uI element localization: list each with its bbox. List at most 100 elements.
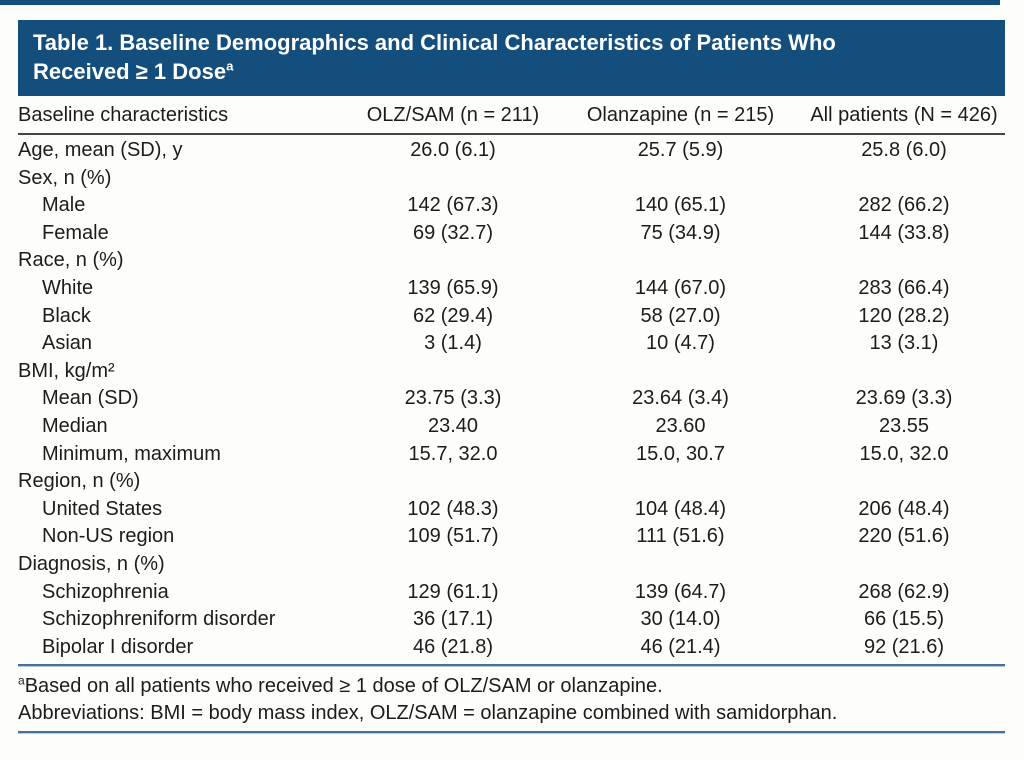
row-value-olanzapine: 75 (34.9) bbox=[640, 221, 721, 244]
row-value-all-patients: 13 (3.1) bbox=[869, 332, 939, 355]
row-value-olz-sam bbox=[348, 468, 558, 496]
row-value-olanzapine: 23.64 (3.4) bbox=[632, 387, 729, 410]
row-value-olz-sam: 62 (29.4) bbox=[412, 304, 494, 327]
row-label: Male bbox=[42, 194, 86, 217]
row-value-all-patients: 206 (48.4) bbox=[858, 497, 950, 520]
row-value-all-patients: 282 (66.2) bbox=[858, 194, 950, 217]
row-value-all-patients bbox=[803, 358, 1005, 386]
table-row: Median 23.40 23.60 23.55 bbox=[18, 413, 1005, 441]
table-title-line1: Table 1. Baseline Demographics and Clini… bbox=[33, 30, 836, 55]
table-row: White 139 (65.9) 144 (67.0) 283 (66.4) bbox=[18, 275, 1005, 303]
column-header-olanzapine: Olanzapine (n = 215) bbox=[586, 104, 775, 126]
table-title-line2-text: Received ≥ 1 Dose bbox=[33, 59, 227, 84]
row-value-all-patients bbox=[803, 468, 1005, 496]
table-row: Bipolar I disorder 46 (21.8) 46 (21.4) 9… bbox=[18, 634, 1005, 662]
row-value-all-patients: 120 (28.2) bbox=[858, 304, 950, 327]
row-value-olanzapine: 15.0, 30.7 bbox=[636, 442, 725, 465]
table-row: Non-US region 109 (51.7) 111 (51.6) 220 … bbox=[18, 523, 1005, 551]
row-label: Median bbox=[42, 414, 108, 437]
row-label: Non-US region bbox=[42, 525, 175, 548]
row-value-olz-sam bbox=[348, 551, 558, 579]
row-value-olz-sam: 46 (21.8) bbox=[412, 635, 494, 658]
row-value-olz-sam: 69 (32.7) bbox=[412, 221, 494, 244]
row-value-olz-sam: 139 (65.9) bbox=[407, 276, 499, 299]
row-value-all-patients bbox=[803, 551, 1005, 579]
table-row: Black 62 (29.4) 58 (27.0) 120 (28.2) bbox=[18, 303, 1005, 331]
table-row: Male 142 (67.3) 140 (65.1) 282 (66.2) bbox=[18, 192, 1005, 220]
row-value-olz-sam bbox=[348, 247, 558, 275]
row-value-olz-sam: 102 (48.3) bbox=[407, 497, 499, 520]
footnote-abbreviations: Abbreviations: BMI = body mass index, OL… bbox=[18, 702, 838, 725]
table-row: Female 69 (32.7) 75 (34.9) 144 (33.8) bbox=[18, 220, 1005, 248]
row-value-olanzapine: 58 (27.0) bbox=[640, 304, 721, 327]
row-label: Bipolar I disorder bbox=[42, 635, 194, 658]
row-value-olanzapine bbox=[558, 468, 803, 496]
row-value-olanzapine: 144 (67.0) bbox=[634, 276, 727, 299]
row-value-olanzapine: 30 (14.0) bbox=[640, 608, 721, 631]
row-value-all-patients: 23.69 (3.3) bbox=[855, 387, 953, 410]
row-value-all-patients: 144 (33.8) bbox=[858, 221, 950, 244]
table-title: Table 1. Baseline Demographics and Clini… bbox=[18, 20, 1005, 96]
row-label: Race, n (%) bbox=[18, 249, 124, 272]
row-value-all-patients: 92 (21.6) bbox=[863, 635, 945, 658]
row-value-all-patients: 25.8 (6.0) bbox=[861, 139, 947, 161]
row-value-olanzapine: 10 (4.7) bbox=[646, 332, 715, 355]
row-value-olanzapine bbox=[558, 165, 803, 193]
table-row: Asian 3 (1.4) 10 (4.7) 13 (3.1) bbox=[18, 330, 1005, 358]
row-value-olz-sam: 23.75 (3.3) bbox=[404, 387, 502, 410]
table-row: Schizophreniform disorder 36 (17.1) 30 (… bbox=[18, 606, 1005, 634]
table-title-line2: Received ≥ 1 Dosea bbox=[33, 57, 990, 86]
table-row: Mean (SD) 23.75 (3.3) 23.64 (3.4) 23.69 … bbox=[18, 385, 1005, 413]
footnote-divider-line bbox=[18, 664, 1005, 668]
row-value-all-patients: 283 (66.4) bbox=[858, 276, 950, 299]
row-value-olz-sam bbox=[348, 165, 558, 193]
row-value-olz-sam: 15.7, 32.0 bbox=[408, 442, 498, 465]
row-value-olanzapine bbox=[558, 247, 803, 275]
table-row: Schizophrenia 129 (61.1) 139 (64.7) 268 … bbox=[18, 579, 1005, 607]
row-value-all-patients: 66 (15.5) bbox=[863, 608, 945, 631]
table-row: BMI, kg/m² bbox=[18, 358, 1005, 386]
row-label: Mean (SD) bbox=[42, 387, 139, 410]
row-value-olanzapine: 46 (21.4) bbox=[640, 635, 721, 658]
row-value-olz-sam: 23.40 bbox=[427, 414, 479, 437]
table-row: Diagnosis, n (%) bbox=[18, 551, 1005, 579]
row-value-all-patients bbox=[803, 165, 1005, 193]
table-content: Table 1. Baseline Demographics and Clini… bbox=[18, 20, 1005, 735]
row-value-olanzapine: 104 (48.4) bbox=[634, 497, 727, 520]
table-row: Age, mean (SD), y 26.0 (6.1) 25.7 (5.9) … bbox=[18, 137, 1005, 165]
row-label: Minimum, maximum bbox=[42, 442, 221, 465]
top-accent-bar bbox=[0, 0, 1000, 5]
footnote-a-superscript: a bbox=[18, 673, 25, 688]
footnote-a-text: Based on all patients who received ≥ 1 d… bbox=[24, 675, 663, 698]
column-header-all-patients: All patients (N = 426) bbox=[810, 104, 998, 126]
table-row: Sex, n (%) bbox=[18, 165, 1005, 193]
row-label: United States bbox=[42, 497, 163, 520]
row-value-all-patients: 268 (62.9) bbox=[858, 580, 950, 603]
row-label: Schizophrenia bbox=[42, 580, 169, 603]
row-label: Diagnosis, n (%) bbox=[18, 552, 165, 575]
footnote-a: aBased on all patients who received ≥ 1 … bbox=[18, 673, 1005, 700]
row-label: BMI, kg/m² bbox=[18, 359, 115, 382]
row-value-all-patients: 23.55 bbox=[878, 414, 930, 437]
row-value-olanzapine: 25.7 (5.9) bbox=[637, 139, 724, 161]
row-label: Asian bbox=[42, 332, 93, 355]
table-row: United States 102 (48.3) 104 (48.4) 206 … bbox=[18, 496, 1005, 524]
row-value-olz-sam bbox=[348, 358, 558, 386]
column-header-olz-sam: OLZ/SAM (n = 211) bbox=[366, 104, 540, 126]
column-header-baseline-characteristics: Baseline characteristics bbox=[18, 104, 229, 126]
row-value-olanzapine bbox=[558, 551, 803, 579]
row-value-all-patients bbox=[803, 247, 1005, 275]
row-label: Region, n (%) bbox=[18, 470, 141, 493]
row-value-all-patients: 220 (51.6) bbox=[858, 525, 950, 548]
row-label: Sex, n (%) bbox=[18, 166, 112, 189]
table-row: Race, n (%) bbox=[18, 247, 1005, 275]
row-label: Black bbox=[42, 304, 91, 327]
table-title-superscript: a bbox=[226, 58, 234, 74]
row-value-olanzapine: 139 (64.7) bbox=[634, 580, 727, 603]
row-value-olanzapine: 140 (65.1) bbox=[634, 194, 727, 217]
row-value-olz-sam: 26.0 (6.1) bbox=[410, 139, 496, 161]
row-value-olz-sam: 36 (17.1) bbox=[412, 608, 494, 631]
row-value-all-patients: 15.0, 32.0 bbox=[859, 442, 949, 465]
row-label: White bbox=[42, 276, 94, 299]
